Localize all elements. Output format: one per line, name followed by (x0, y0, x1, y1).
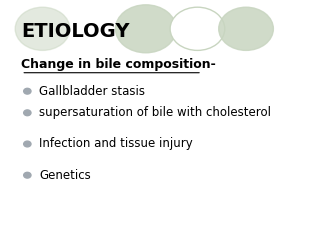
Circle shape (24, 88, 31, 94)
Text: Change in bile composition-: Change in bile composition- (21, 58, 216, 71)
Text: Gallbladder stasis: Gallbladder stasis (39, 85, 146, 98)
Circle shape (24, 141, 31, 147)
Circle shape (219, 7, 273, 50)
Text: supersaturation of bile with cholesterol: supersaturation of bile with cholesterol (39, 106, 271, 119)
Text: ETIOLOGY: ETIOLOGY (21, 22, 130, 41)
Text: Genetics: Genetics (39, 169, 91, 182)
Circle shape (170, 7, 225, 50)
Circle shape (24, 172, 31, 178)
Circle shape (116, 5, 176, 53)
Circle shape (15, 7, 70, 50)
Text: Infection and tissue injury: Infection and tissue injury (39, 138, 193, 150)
Circle shape (24, 110, 31, 116)
